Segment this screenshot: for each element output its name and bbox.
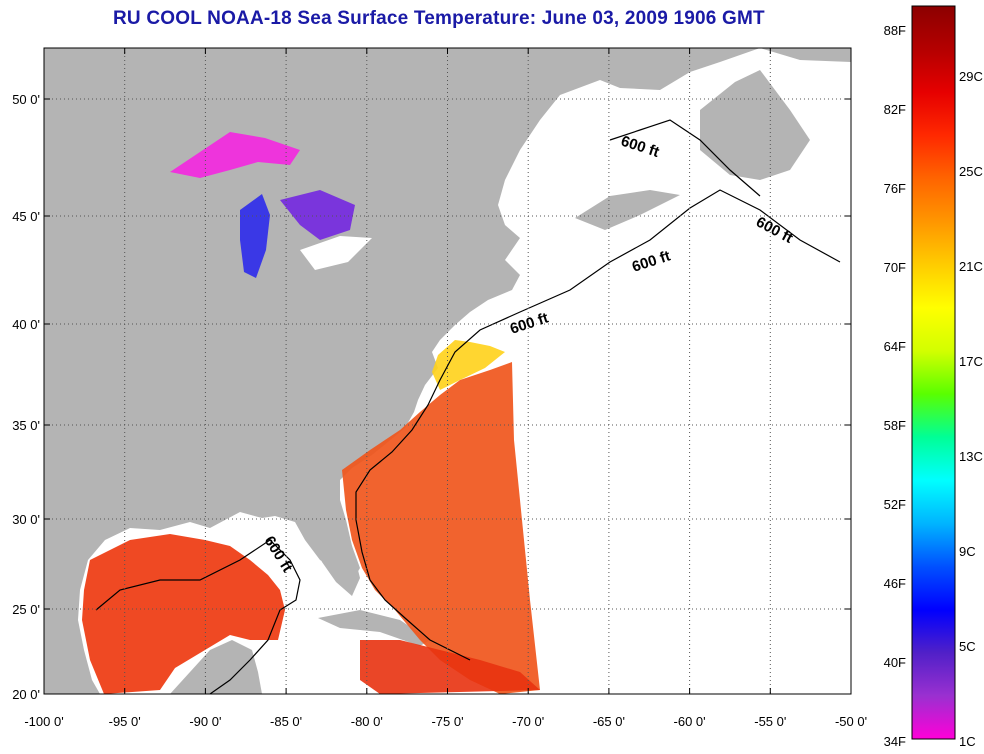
lat-tick-label: 20 0' bbox=[12, 687, 40, 702]
lake-superior bbox=[170, 132, 300, 178]
colorbar-f-label: 34F bbox=[884, 734, 906, 749]
land-nova-scotia bbox=[575, 190, 680, 230]
colorbar-f-label: 82F bbox=[884, 102, 906, 117]
colorbar-c-label: 1C bbox=[959, 734, 976, 749]
lon-tick-label: -100 0' bbox=[24, 714, 63, 729]
lon-tick-label: -55 0' bbox=[754, 714, 786, 729]
lat-tick-label: 50 0' bbox=[12, 92, 40, 107]
lake-michigan bbox=[240, 194, 270, 278]
chart-title: RU COOL NOAA-18 Sea Surface Temperature:… bbox=[113, 8, 765, 29]
sst-atlantic-gulf-stream bbox=[342, 362, 540, 694]
land-newfoundland bbox=[700, 70, 810, 180]
latitude-axis: 50 0' 45 0' 40 0' 35 0' 30 0' 25 0' 20 0' bbox=[12, 92, 40, 702]
land-mexico bbox=[170, 640, 262, 694]
lat-tick-label: 30 0' bbox=[12, 512, 40, 527]
lon-tick-label: -60 0' bbox=[674, 714, 706, 729]
colorbar-f-label: 46F bbox=[884, 576, 906, 591]
lon-tick-label: -80 0' bbox=[351, 714, 383, 729]
lon-tick-label: -85 0' bbox=[270, 714, 302, 729]
sst-caribbean bbox=[360, 640, 540, 694]
lake-huron bbox=[280, 190, 355, 240]
colorbar-celsius-labels: 29C 25C 21C 17C 13C 9C 5C 1C bbox=[959, 69, 983, 749]
colorbar-c-label: 9C bbox=[959, 544, 976, 559]
colorbar-f-label: 64F bbox=[884, 339, 906, 354]
colorbar-c-label: 21C bbox=[959, 259, 983, 274]
lon-tick-label: -90 0' bbox=[189, 714, 221, 729]
colorbar-c-label: 25C bbox=[959, 164, 983, 179]
lon-tick-label: -70 0' bbox=[512, 714, 544, 729]
land-cuba bbox=[318, 610, 430, 646]
colorbar-fahrenheit-labels: 88F 82F 76F 70F 64F 58F 52F 46F 40F 34F bbox=[884, 23, 906, 749]
sst-mid-atlantic-shelf bbox=[432, 340, 505, 390]
lake-erie bbox=[300, 236, 372, 270]
colorbar-c-label: 13C bbox=[959, 449, 983, 464]
lon-tick-label: -75 0' bbox=[431, 714, 463, 729]
colorbar-c-label: 5C bbox=[959, 639, 976, 654]
colorbar-f-label: 58F bbox=[884, 418, 906, 433]
longitude-axis: -100 0' -95 0' -90 0' -85 0' -80 0' -75 0' -70… bbox=[24, 714, 867, 729]
colorbar-c-label: 29C bbox=[959, 69, 983, 84]
lat-tick-label: 25 0' bbox=[12, 602, 40, 617]
colorbar-f-label: 76F bbox=[884, 181, 906, 196]
graticule bbox=[43, 48, 852, 695]
contour-600ft-north bbox=[609, 119, 761, 197]
land-florida bbox=[300, 512, 360, 596]
lat-tick-label: 35 0' bbox=[12, 418, 40, 433]
contour-600ft-gulf bbox=[95, 539, 301, 694]
lat-tick-label: 40 0' bbox=[12, 317, 40, 332]
lon-tick-label: -95 0' bbox=[109, 714, 141, 729]
sst-gulf-of-mexico bbox=[82, 534, 285, 694]
lon-tick-label: -65 0' bbox=[593, 714, 625, 729]
map-layers bbox=[44, 48, 851, 694]
contour-600ft-atlantic bbox=[355, 189, 841, 661]
colorbar-gradient bbox=[911, 5, 956, 740]
lat-tick-label: 45 0' bbox=[12, 209, 40, 224]
map-frame bbox=[43, 47, 852, 695]
colorbar-f-label: 70F bbox=[884, 260, 906, 275]
colorbar-f-label: 88F bbox=[884, 23, 906, 38]
colorbar-f-label: 52F bbox=[884, 497, 906, 512]
colorbar-c-label: 17C bbox=[959, 354, 983, 369]
lon-tick-label: -50 0' bbox=[835, 714, 867, 729]
colorbar-f-label: 40F bbox=[884, 655, 906, 670]
